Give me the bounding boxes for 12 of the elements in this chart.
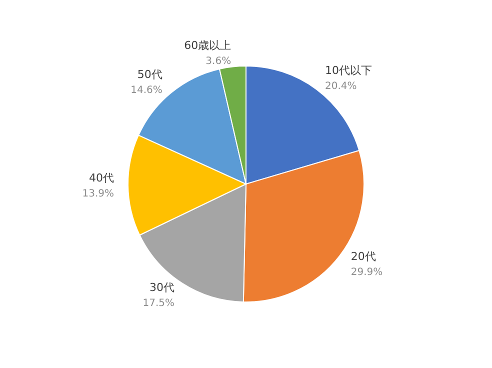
data-label: 13.9% bbox=[82, 188, 114, 200]
data-label: 20.4% bbox=[324, 81, 357, 92]
slice-label: 60歳以上 bbox=[184, 38, 232, 52]
slice-label: 20代 bbox=[350, 250, 376, 264]
data-label: 3.6% bbox=[206, 56, 232, 67]
data-label: 14.6% bbox=[130, 84, 162, 96]
slice-label: 50代 bbox=[137, 68, 162, 81]
data-label: 29.9% bbox=[350, 267, 383, 278]
slice-label: 10代以下 bbox=[324, 64, 372, 78]
slice-label: 30代 bbox=[150, 280, 175, 294]
data-label: 17.5% bbox=[142, 298, 175, 309]
slice-label: 40代 bbox=[89, 171, 114, 184]
